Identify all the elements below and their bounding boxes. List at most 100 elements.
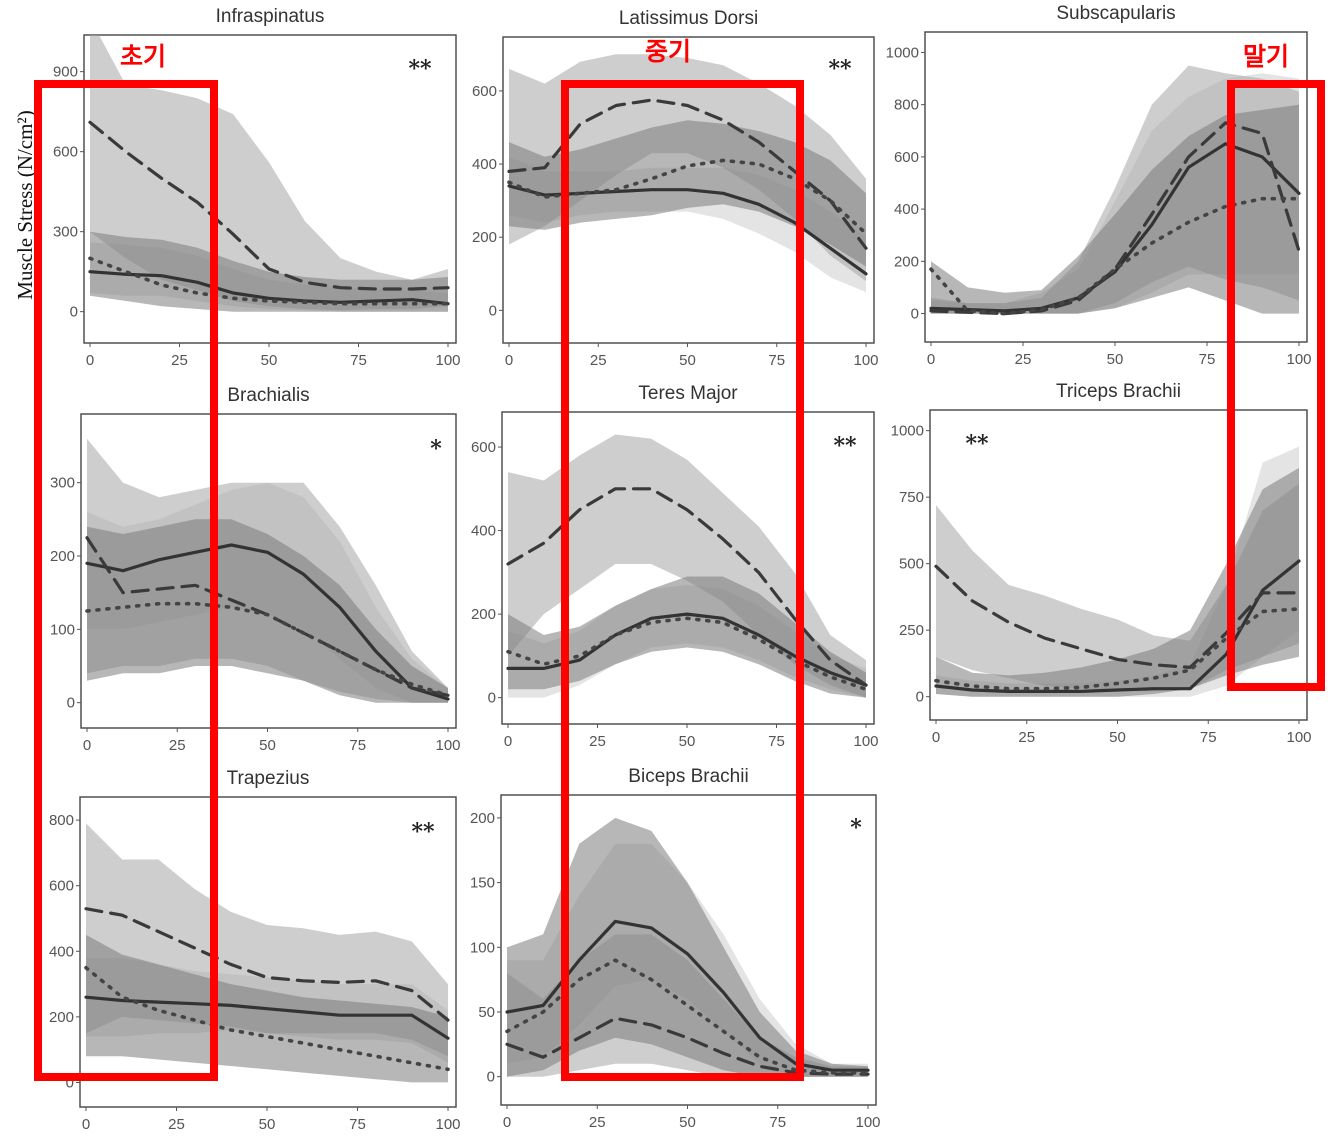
dotted-series-line [84, 965, 450, 1072]
significance-marker: * [430, 436, 442, 462]
x-tick-label: 25 [590, 352, 607, 369]
x-tick-label: 0 [932, 729, 940, 746]
y-tick-label: 900 [53, 64, 78, 81]
dotted-series-band [936, 467, 1299, 697]
dotted-series-band [507, 817, 868, 1077]
plot-area [929, 65, 1301, 316]
y-tick-label: 0 [488, 690, 496, 707]
y-tick-label: 0 [70, 304, 78, 321]
y-tick-label: 600 [53, 144, 78, 161]
y-tick-label: 0 [911, 306, 919, 323]
x-tick-label: 50 [679, 352, 696, 369]
panel-title: Latissimus Dorsi [619, 8, 758, 29]
y-tick-label: 500 [899, 556, 924, 573]
dashed-series-band [90, 35, 448, 311]
y-tick-label: 1000 [886, 44, 919, 61]
x-tick-label: 25 [1015, 351, 1032, 368]
plot-area [934, 446, 1301, 697]
solid-series-line [934, 559, 1301, 693]
solid-series-line [84, 995, 450, 1040]
chart-panels: 0 300 600 900 0 25 50 75 100 Infraspinatus ** 0 200 4… [49, 3, 1312, 1133]
y-tick-label: 0 [66, 1074, 74, 1091]
dotted-series-line [85, 601, 450, 698]
dotted-series-line [934, 607, 1301, 691]
y-tick-label: 300 [50, 475, 75, 492]
y-tick-label: 1000 [891, 423, 924, 440]
x-tick-label: 25 [168, 1116, 185, 1133]
dotted-series-band [90, 231, 448, 312]
panel-title: Trapezius [227, 768, 310, 789]
x-tick-label: 25 [589, 1114, 606, 1131]
y-tick-label: 100 [470, 939, 495, 956]
panel-title: Infraspinatus [216, 6, 325, 27]
x-tick-label: 100 [1286, 351, 1311, 368]
panel-title: Teres Major [638, 383, 738, 404]
mid-phase-label: 중기 [645, 37, 691, 66]
x-tick-label: 75 [349, 737, 366, 754]
y-tick-label: 800 [894, 97, 919, 114]
y-tick-label: 600 [472, 83, 497, 100]
significance-marker: ** [833, 433, 857, 459]
plot-area [88, 35, 450, 312]
significance-marker: ** [965, 431, 989, 457]
y-axis-label: Muscle Stress (N/cm²) [13, 110, 37, 299]
x-tick-label: 25 [169, 737, 186, 754]
x-tick-label: 75 [768, 352, 785, 369]
trapezius-panel: 0 200 400 600 800 0 25 50 75 100 Trapezius ** [49, 768, 461, 1133]
dotted-series-band [87, 519, 448, 703]
x-tick-label: 0 [927, 351, 935, 368]
x-tick-label: 100 [1286, 729, 1311, 746]
y-tick-label: 600 [471, 439, 496, 456]
dotted-series-line [929, 196, 1301, 316]
infraspinatus-panel: 0 300 600 900 0 25 50 75 100 Infraspinatus ** [53, 6, 461, 369]
panel-title: Triceps Brachii [1056, 381, 1181, 402]
y-tick-label: 200 [894, 253, 919, 270]
y-tick-label: 100 [50, 621, 75, 638]
y-tick-label: 750 [899, 489, 924, 506]
y-tick-label: 400 [471, 523, 496, 540]
x-tick-label: 50 [1107, 351, 1124, 368]
y-tick-label: 150 [470, 875, 495, 892]
x-tick-label: 75 [349, 1116, 366, 1133]
y-tick-label: 200 [49, 1009, 74, 1026]
y-tick-label: 250 [899, 622, 924, 639]
x-tick-label: 0 [83, 737, 91, 754]
x-tick-label: 0 [504, 733, 512, 750]
x-tick-label: 0 [503, 1114, 511, 1131]
y-tick-label: 200 [472, 229, 497, 246]
dashed-series-line [88, 120, 450, 291]
y-tick-label: 200 [50, 548, 75, 565]
y-tick-label: 400 [472, 156, 497, 173]
significance-marker: ** [828, 56, 852, 82]
y-tick-label: 600 [894, 149, 919, 166]
plot-area [84, 823, 450, 1083]
x-tick-label: 50 [679, 733, 696, 750]
x-tick-label: 0 [86, 352, 94, 369]
solid-series-line [85, 543, 450, 701]
y-tick-label: 800 [49, 812, 74, 829]
brachialis-panel: 0 100 200 300 0 25 50 75 100 Brachialis * [50, 385, 461, 754]
y-tick-label: 50 [478, 1004, 495, 1021]
x-tick-label: 100 [853, 352, 878, 369]
x-tick-label: 50 [259, 737, 276, 754]
panel-title: Biceps Brachii [628, 766, 748, 787]
early-phase-box [34, 80, 218, 1081]
panel-title: Brachialis [227, 385, 309, 406]
y-tick-label: 200 [471, 606, 496, 623]
solid-series-line [929, 142, 1301, 313]
x-tick-label: 100 [435, 1116, 460, 1133]
mid-phase-box [561, 80, 804, 1081]
y-tick-label: 400 [49, 943, 74, 960]
x-tick-label: 75 [1199, 351, 1216, 368]
x-tick-label: 25 [171, 352, 188, 369]
panel-title: Subscapularis [1056, 3, 1175, 24]
x-tick-label: 75 [350, 352, 367, 369]
x-tick-label: 0 [505, 352, 513, 369]
y-tick-label: 400 [894, 201, 919, 218]
x-tick-label: 100 [855, 1114, 880, 1131]
x-tick-label: 50 [679, 1114, 696, 1131]
x-tick-label: 25 [589, 733, 606, 750]
significance-marker: ** [408, 56, 432, 82]
y-tick-label: 0 [489, 302, 497, 319]
solid-series-line [88, 270, 450, 306]
